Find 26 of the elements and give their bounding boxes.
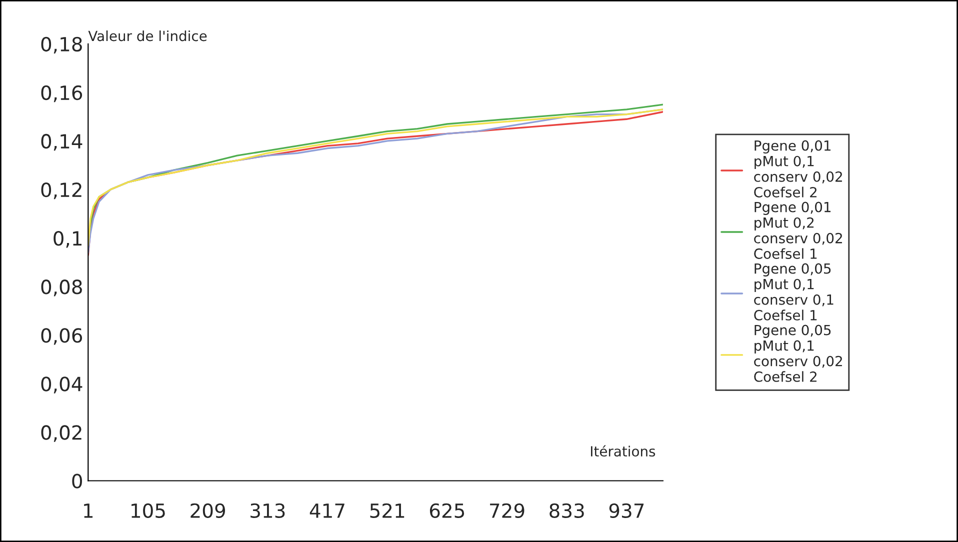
y-axis-title: Valeur de l'indice (88, 30, 207, 42)
y-tick-label: 0,06 (41, 328, 82, 345)
x-tick-label: 313 (250, 503, 285, 518)
y-tick-label: 0,08 (41, 280, 82, 296)
x-tick-label: 937 (609, 503, 644, 518)
y-tick-label: 0,18 (41, 36, 82, 54)
y-tick-label: 0,16 (41, 85, 82, 102)
x-tick-label: 521 (370, 503, 404, 518)
x-tick-label: 729 (490, 503, 524, 518)
y-tick-label: 0 (72, 474, 82, 488)
x-tick-label: 833 (550, 503, 584, 518)
y-tick-label: 0,12 (41, 182, 82, 200)
x-tick-label: 1 (84, 504, 93, 518)
y-tick-label: 0,14 (41, 134, 82, 151)
y-tick-label: 0,04 (41, 376, 82, 394)
legend-label: Pgene 0,05 pMut 0,1 conserv 0,02 Coefsel 2 (754, 324, 842, 382)
y-tick-label: 0,1 (54, 231, 82, 248)
x-axis-title: Itérations (590, 445, 656, 457)
legend-label: Pgene 0,01 pMut 0,2 conserv 0,02 Coefsel 1 (754, 202, 842, 259)
legend-label: Pgene 0,05 pMut 0,1 conserv 0,1 Coefsel 1 (754, 263, 834, 320)
legend-label: Pgene 0,01 pMut 0,1 conserv 0,02 Coefsel 2 (754, 140, 842, 198)
x-tick-label: 417 (310, 504, 344, 518)
y-tick-label: 0,02 (41, 425, 82, 442)
x-tick-label: 105 (132, 503, 165, 518)
x-tick-label: 625 (430, 503, 464, 518)
x-tick-label: 209 (190, 503, 226, 518)
